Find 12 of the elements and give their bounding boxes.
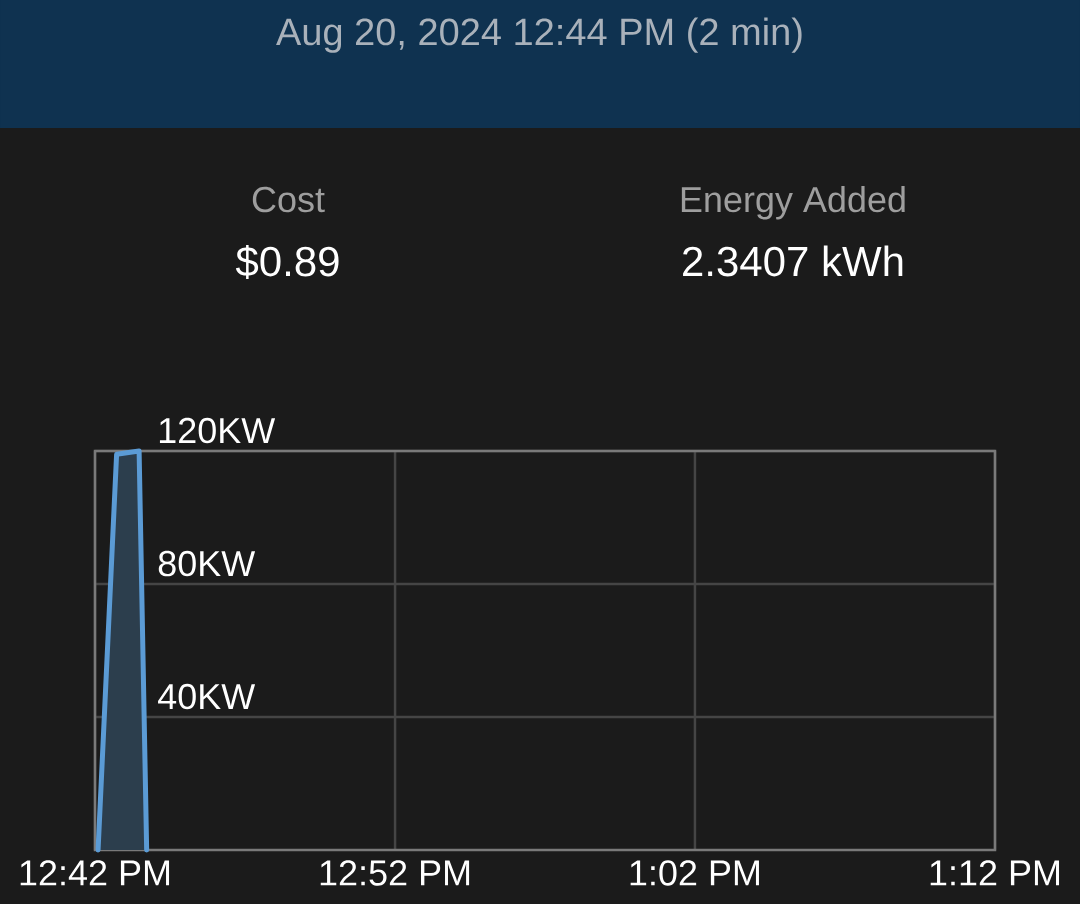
x-tick-label: 12:52 PM — [320, 860, 470, 886]
x-tick-label: 12:42 PM — [20, 860, 170, 886]
text: Energy Added — [681, 185, 905, 220]
x-tick-label: 1:02 PM — [630, 860, 759, 886]
x-tick-label: 1:12 PM — [930, 860, 1060, 886]
y-tick-label: 40KW — [158, 683, 256, 710]
text: $0.89 — [235, 244, 339, 279]
text: Cost — [252, 186, 325, 213]
y-tick-label: 80KW — [158, 550, 256, 577]
chart-title: Aug 20, 2024 12:44 PM (2 min) — [276, 17, 802, 53]
text: 2.3407 kWh — [683, 245, 903, 277]
y-tick-label: 120KW — [159, 417, 276, 444]
